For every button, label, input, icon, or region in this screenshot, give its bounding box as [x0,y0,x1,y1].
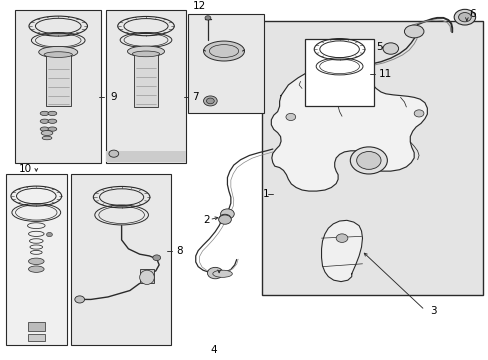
Ellipse shape [28,258,44,265]
Ellipse shape [40,127,49,131]
Bar [27,322,45,331]
Text: 11: 11 [378,69,391,79]
Ellipse shape [109,150,119,157]
Ellipse shape [40,111,49,116]
Ellipse shape [207,267,223,279]
Ellipse shape [42,136,52,140]
Ellipse shape [75,296,84,303]
Ellipse shape [212,270,232,277]
Ellipse shape [413,110,423,117]
Bar [27,334,45,341]
Bar [15,10,101,163]
Text: 12: 12 [193,1,206,12]
Ellipse shape [382,43,398,54]
Bar [261,21,483,295]
Text: 1: 1 [263,189,269,199]
Ellipse shape [41,131,53,135]
Ellipse shape [206,98,214,104]
Ellipse shape [218,215,231,224]
Ellipse shape [203,41,244,61]
Bar [105,10,185,163]
Ellipse shape [458,13,470,22]
Text: 7: 7 [192,93,199,102]
Bar [71,174,171,345]
Ellipse shape [335,234,347,242]
Ellipse shape [48,119,57,123]
Ellipse shape [48,127,57,131]
Bar [134,54,158,107]
Bar [140,269,154,283]
Bar [188,14,264,113]
Ellipse shape [404,25,423,38]
Text: 6: 6 [468,9,474,19]
Ellipse shape [219,214,230,223]
Ellipse shape [204,16,210,20]
Ellipse shape [140,270,154,284]
Text: 10: 10 [19,164,32,174]
Text: 2: 2 [203,215,209,225]
Ellipse shape [46,233,52,237]
Ellipse shape [336,86,346,93]
Ellipse shape [44,52,72,58]
Bar [5,174,66,345]
Text: 8: 8 [176,246,183,256]
Bar [105,151,185,162]
Ellipse shape [153,255,160,261]
Text: 3: 3 [429,306,435,316]
Ellipse shape [127,46,164,57]
Ellipse shape [356,152,380,169]
Polygon shape [271,67,427,191]
Ellipse shape [132,51,159,57]
Ellipse shape [220,209,234,219]
Ellipse shape [40,119,49,123]
Text: 4: 4 [209,345,216,355]
Ellipse shape [285,113,295,121]
Bar [45,55,71,106]
Ellipse shape [28,266,44,273]
Text: 5: 5 [375,42,382,53]
Text: 9: 9 [110,93,117,102]
Polygon shape [321,220,362,282]
Ellipse shape [39,46,78,58]
Bar [305,39,373,106]
Ellipse shape [453,9,475,25]
Ellipse shape [349,147,386,174]
Ellipse shape [203,96,217,106]
Ellipse shape [48,111,57,116]
